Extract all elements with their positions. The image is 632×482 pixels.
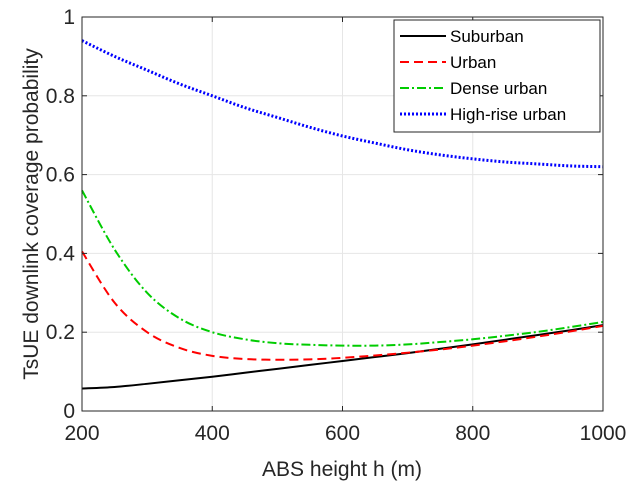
series-lines	[81, 39, 604, 390]
y-tick-label: 0.8	[46, 85, 75, 108]
axis-ticks: 200 400 600 800 1000 0 0.2 0.4 0.6 0.8 1	[46, 6, 627, 445]
legend-label: Urban	[450, 53, 496, 72]
legend-label: High-rise urban	[450, 105, 566, 124]
y-tick-label: 0.2	[46, 321, 75, 344]
x-tick-label: 200	[64, 422, 99, 445]
legend-label: Dense urban	[450, 79, 547, 98]
x-tick-label: 1000	[580, 422, 627, 445]
y-tick-label: 0	[63, 400, 75, 423]
series-line-dense-urban	[81, 189, 604, 347]
series-line-suburban	[81, 324, 604, 390]
y-tick-label: 0.4	[46, 242, 76, 265]
legend: Suburban Urban Dense urban High-rise urban	[393, 19, 601, 133]
legend-label: Suburban	[450, 27, 524, 46]
y-axis-label: TsUE downlink coverage probability	[20, 48, 43, 380]
x-axis-label: ABS height h (m)	[262, 458, 422, 481]
x-tick-label: 600	[325, 422, 360, 445]
x-tick-label: 400	[195, 422, 230, 445]
series-line-high-rise-urban	[81, 39, 604, 169]
x-tick-label: 800	[455, 422, 490, 445]
series-line-urban	[81, 250, 604, 361]
y-tick-label: 1	[63, 6, 75, 29]
y-tick-label: 0.6	[46, 164, 75, 187]
